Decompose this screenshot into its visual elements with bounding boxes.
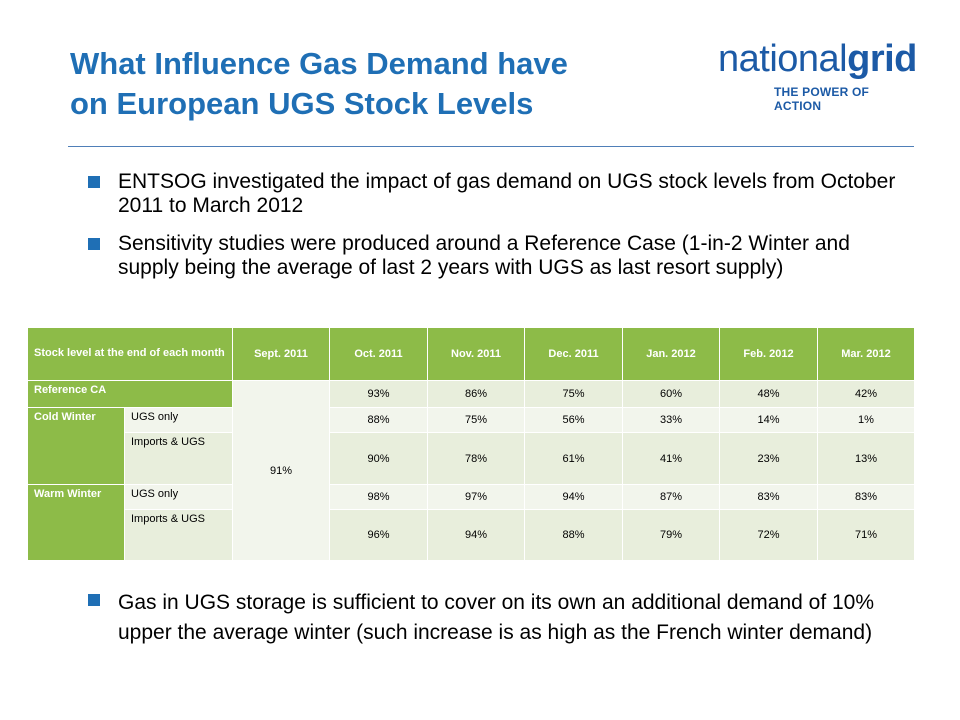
table-cell: 88%	[524, 509, 623, 561]
table-header-row: Stock level at the end of each month Sep…	[27, 327, 915, 381]
bullet-item: ENTSOG investigated the impact of gas de…	[86, 170, 896, 218]
table-cell: 83%	[817, 484, 915, 510]
table-cell: 98%	[329, 484, 428, 510]
table-cell: 75%	[427, 407, 525, 433]
table-cell: 87%	[622, 484, 720, 510]
row-sub-label: Imports & UGS	[124, 509, 233, 561]
national-grid-logo: nationalgrid THE POWER OF ACTION	[718, 40, 918, 113]
bullet-item: Gas in UGS storage is sufficient to cove…	[86, 588, 896, 648]
row-sub-label: UGS only	[124, 484, 233, 510]
logo-tagline: THE POWER OF ACTION	[774, 85, 870, 113]
bullet-item: Sensitivity studies were produced around…	[86, 232, 896, 280]
table-row-cold-imports: Imports & UGS 90% 78% 61% 41% 23% 13%	[28, 432, 915, 485]
column-header: Jan. 2012	[622, 327, 720, 381]
table-cell: 86%	[427, 380, 525, 408]
row-sub-label: Imports & UGS	[124, 432, 233, 485]
table-cell: 96%	[329, 509, 428, 561]
table-row-cold-ugs: Cold Winter UGS only 88% 75% 56% 33% 14%…	[27, 407, 915, 485]
title-line-2: on European UGS Stock Levels	[70, 85, 534, 121]
table-cell: 78%	[427, 432, 525, 485]
title-divider	[68, 146, 914, 147]
table-cell: 1%	[817, 407, 915, 433]
table-row-reference: Reference CA 91% 93% 86% 75% 60% 48% 42%	[27, 380, 915, 561]
column-header: Nov. 2011	[427, 327, 525, 381]
table-row-warm-imports: Imports & UGS 96% 94% 88% 79% 72% 71%	[28, 509, 915, 561]
table-cell: 94%	[524, 484, 623, 510]
table-cell: 42%	[817, 380, 915, 408]
title-line-1: What Influence Gas Demand have	[70, 46, 568, 81]
column-header: Mar. 2012	[817, 327, 915, 381]
table-cell: 33%	[622, 407, 720, 433]
square-bullet-icon	[88, 176, 100, 188]
table-cell: 93%	[329, 380, 428, 408]
column-header: Oct. 2011	[329, 327, 428, 381]
logo-wordmark: nationalgrid	[718, 40, 918, 78]
row-sub-label: UGS only	[124, 407, 233, 433]
table-cell: 97%	[427, 484, 525, 510]
row-group-warm-winter: Warm Winter	[27, 484, 125, 561]
table-cell: 60%	[622, 380, 720, 408]
square-bullet-icon	[88, 594, 100, 606]
row-label-reference: Reference CA	[27, 380, 233, 408]
logo-word-bold: grid	[847, 38, 917, 80]
stock-level-table: Stock level at the end of each month Sep…	[27, 327, 915, 561]
table-cell: 94%	[427, 509, 525, 561]
column-header: Feb. 2012	[719, 327, 818, 381]
table-cell: 71%	[817, 509, 915, 561]
bullet-text: Sensitivity studies were produced around…	[118, 232, 850, 280]
table-cell: 83%	[719, 484, 818, 510]
table-cell: 79%	[622, 509, 720, 561]
table-cell: 48%	[719, 380, 818, 408]
table-cell: 23%	[719, 432, 818, 485]
bullet-text: ENTSOG investigated the impact of gas de…	[118, 170, 896, 218]
table-row-warm-ugs: Warm Winter UGS only 98% 97% 94% 87% 83%…	[27, 484, 915, 561]
table-cell: 90%	[329, 432, 428, 485]
table-cell: 88%	[329, 407, 428, 433]
sept-value-cell: 91%	[232, 380, 330, 561]
table-cell: 14%	[719, 407, 818, 433]
logo-word-light: national	[718, 38, 848, 80]
square-bullet-icon	[88, 238, 100, 251]
column-header: Sept. 2011	[232, 327, 330, 381]
bullet-text: Gas in UGS storage is sufficient to cove…	[118, 591, 875, 644]
table-cell: 41%	[622, 432, 720, 485]
table-cell: 61%	[524, 432, 623, 485]
table-cell: 56%	[524, 407, 623, 433]
slide-title: What Influence Gas Demand have on Europe…	[70, 44, 710, 123]
bullet-list-top: ENTSOG investigated the impact of gas de…	[86, 170, 896, 295]
table-corner-header: Stock level at the end of each month	[27, 327, 233, 381]
row-group-cold-winter: Cold Winter	[27, 407, 125, 485]
column-header: Dec. 2011	[524, 327, 623, 381]
bullet-list-bottom: Gas in UGS storage is sufficient to cove…	[86, 588, 896, 662]
table-cell: 75%	[524, 380, 623, 408]
table-cell: 13%	[817, 432, 915, 485]
table-cell: 72%	[719, 509, 818, 561]
